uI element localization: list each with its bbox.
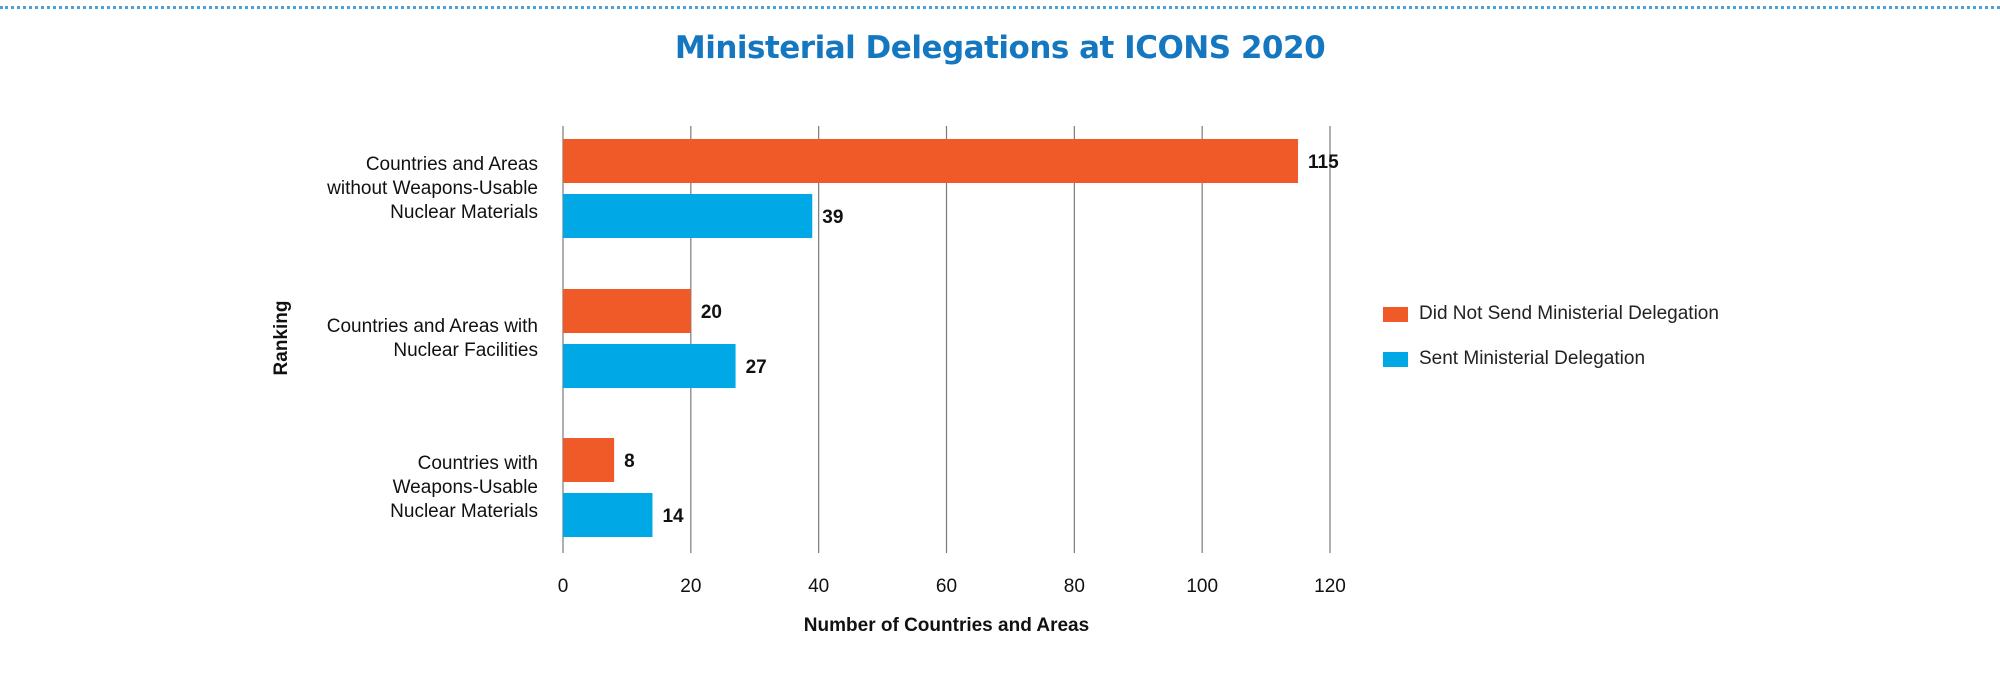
- category-label-line: Countries and Areas with: [326, 315, 538, 337]
- data-label: 14: [662, 506, 684, 527]
- category-label-line: Weapons-Usable: [392, 476, 538, 498]
- x-tick-label: 0: [558, 576, 569, 597]
- x-axis-label: Number of Countries and Areas: [804, 615, 1089, 636]
- legend-item: Sent Ministerial Delegation: [1383, 347, 1719, 371]
- category-label-line: without Weapons-Usable: [327, 177, 538, 199]
- category-label-line: Nuclear Facilities: [393, 339, 538, 361]
- legend: Did Not Send Ministerial Delegation Sent …: [1383, 302, 1719, 392]
- x-tick-label: 120: [1314, 576, 1346, 597]
- x-tick-label: 80: [1064, 576, 1085, 597]
- chart-title: Ministerial Delegations at ICONS 2020: [674, 30, 1326, 66]
- x-tick-label: 20: [680, 576, 701, 597]
- bar-sent-2: [563, 493, 653, 537]
- legend-item: Did Not Send Ministerial Delegation: [1383, 302, 1719, 326]
- bar-not-sent-0: [563, 139, 1299, 183]
- data-label: 115: [1308, 152, 1339, 173]
- legend-swatch: [1383, 306, 1408, 322]
- data-label: 20: [701, 302, 722, 323]
- legend-label: Sent Ministerial Delegation: [1419, 348, 1646, 369]
- data-label: 27: [746, 357, 767, 378]
- bar-not-sent-2: [563, 438, 615, 482]
- x-tick-label: 40: [808, 576, 829, 597]
- category-label-line: Countries with: [417, 452, 538, 474]
- top-dotted-rule: [0, 6, 2000, 9]
- legend-swatch: [1383, 351, 1408, 367]
- x-tick-label: 100: [1186, 576, 1218, 597]
- category-label: Countries and Areas without Weapons-Usabl…: [327, 153, 538, 225]
- bar-not-sent-1: [563, 289, 691, 333]
- legend-label: Did Not Send Ministerial Delegation: [1419, 303, 1719, 324]
- category-label: Countries and Areas with Nuclear Faciliti…: [327, 315, 538, 363]
- data-label: 8: [624, 451, 635, 472]
- bar-sent-0: [563, 194, 813, 238]
- y-axis-label: Ranking: [271, 301, 292, 376]
- x-tick-label: 60: [936, 576, 957, 597]
- bar-sent-1: [563, 344, 736, 388]
- category-label-line: Nuclear Materials: [390, 500, 538, 522]
- category-label-line: Nuclear Materials: [390, 201, 538, 223]
- data-label: 39: [822, 207, 843, 228]
- category-label: Countries with Weapons-Usable Nuclear Mate…: [390, 452, 538, 524]
- category-label-line: Countries and Areas: [365, 153, 538, 175]
